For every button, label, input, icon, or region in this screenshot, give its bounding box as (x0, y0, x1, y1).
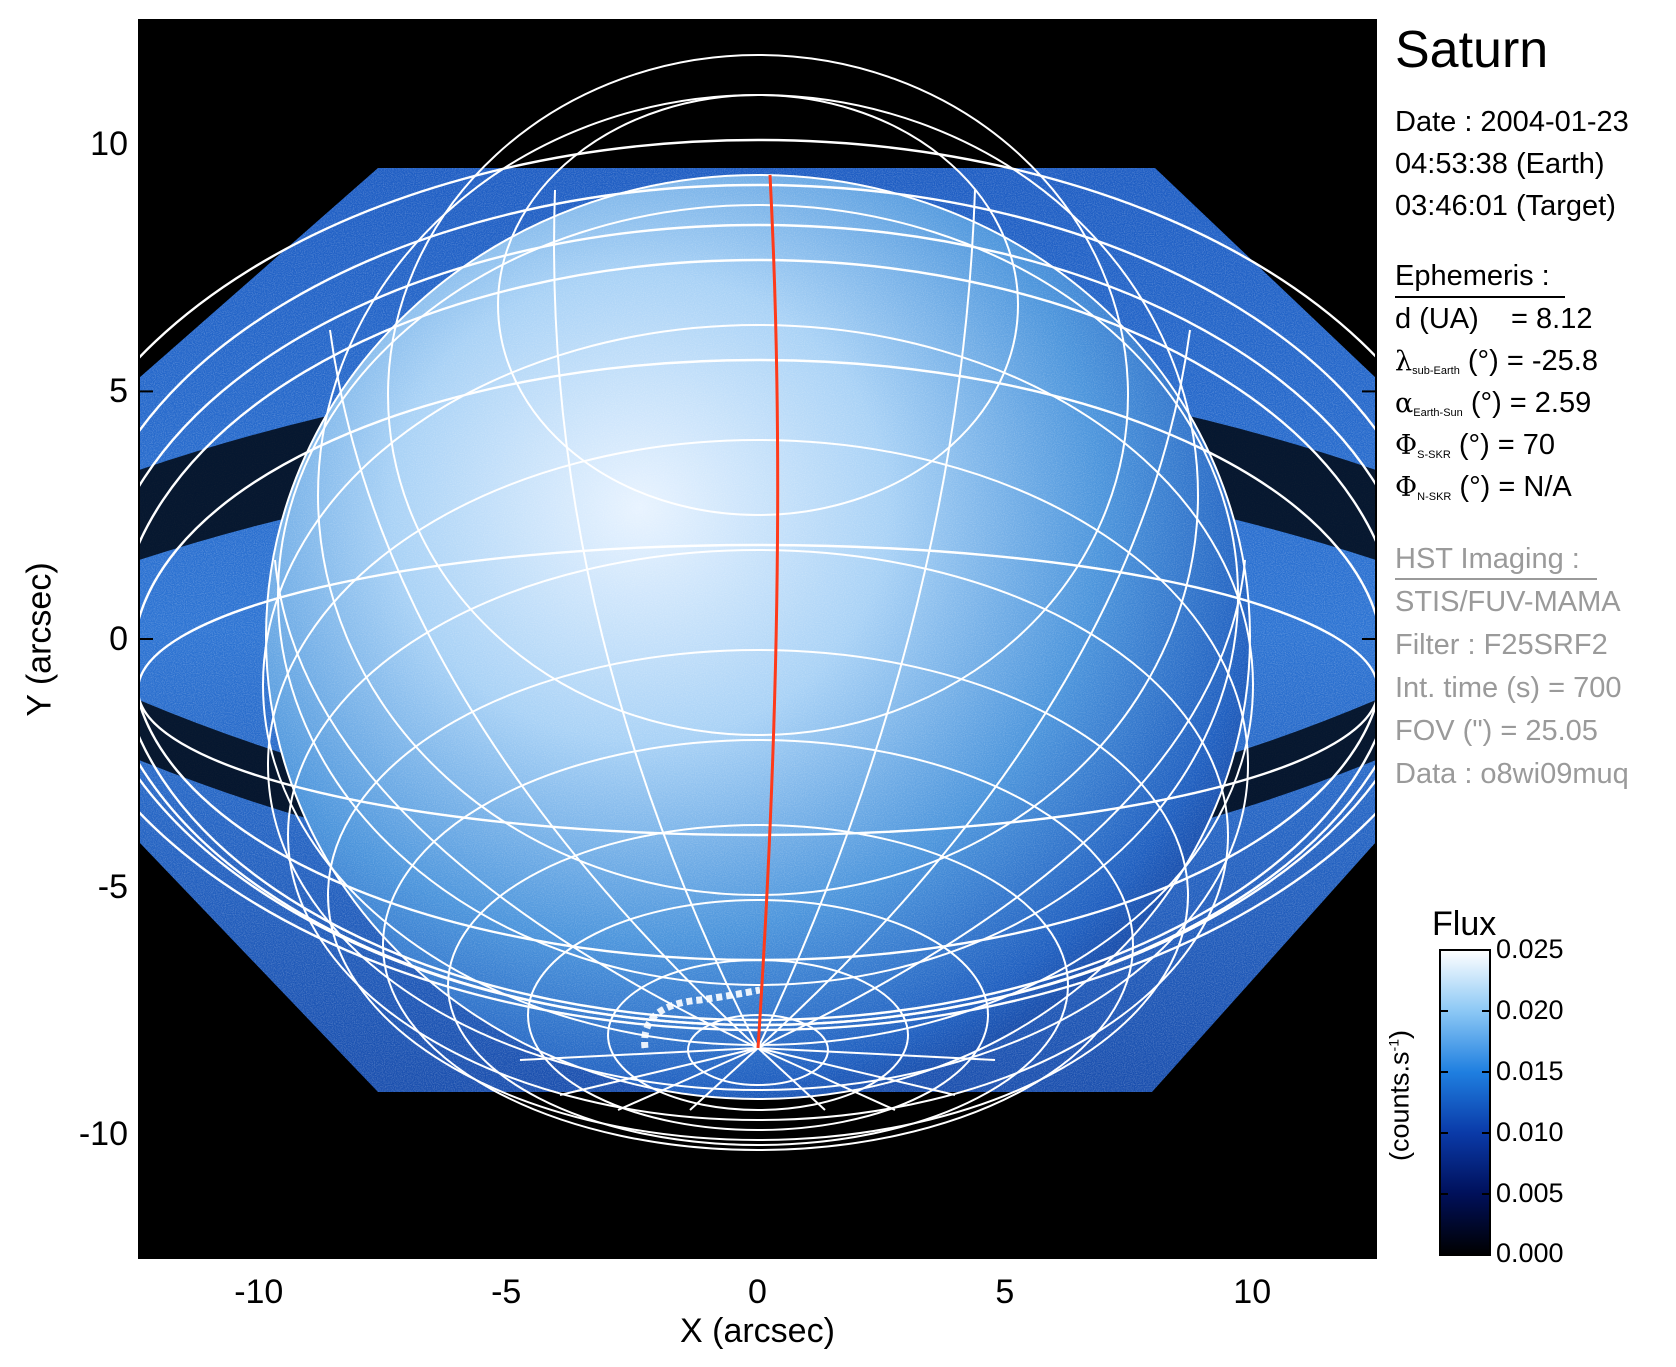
ephemeris-value: = 8.12 (1478, 303, 1593, 335)
colorbar-unit-close: ) (1384, 1030, 1415, 1039)
ephemeris-symbol: Φ (1395, 472, 1418, 503)
ephemeris-header: Ephemeris : (1395, 260, 1550, 292)
ephemeris-value: = -25.8 (1498, 345, 1598, 377)
ephemeris-symbol: α (1395, 388, 1414, 419)
hst-imaging-underline (1395, 578, 1597, 580)
ephemeris-unit: (°) (1459, 345, 1499, 377)
ephemeris-unit: (°) (1450, 429, 1490, 461)
colorbar-unit-sup: -1 (1385, 1039, 1402, 1052)
x-tick-label: 5 (995, 1273, 1015, 1311)
colorbar-ticks (1440, 949, 1490, 1256)
ephemeris-symbol: Φ (1395, 430, 1418, 461)
colorbar-unit-text: (counts.s (1384, 1051, 1415, 1161)
ephemeris-subscript: N-SKR (1417, 491, 1452, 503)
hst-imaging-line: STIS/FUV-MAMA (1395, 586, 1621, 618)
ephemeris-subscript: S-SKR (1417, 449, 1451, 461)
hst-imaging-line: Int. time (s) = 700 (1395, 672, 1622, 704)
colorbar-unit: (counts.s-1) (1385, 996, 1416, 1196)
x-axis-label: X (arcsec) (680, 1312, 835, 1350)
colorbar-title: Flux (1432, 905, 1497, 943)
x-tick-label: -5 (491, 1273, 522, 1311)
ephemeris-subscript: Earth-Sun (1413, 407, 1463, 419)
ephemeris-unit: (°) (1462, 387, 1502, 419)
ephemeris-label: d (UA) (1395, 303, 1479, 335)
ephemeris-value: = 70 (1489, 429, 1556, 461)
colorbar-tick-label: 0.010 (1496, 1117, 1564, 1147)
ephemeris-underline (1395, 296, 1565, 298)
ephemeris-row: λsub-Earth (°) = -25.8 (1395, 347, 1598, 377)
colorbar (1439, 949, 1491, 1256)
observation-earth-time: 04:53:38 (Earth) (1395, 148, 1605, 180)
colorbar-tick-label: 0.000 (1496, 1238, 1564, 1268)
ephemeris-subscript: sub-Earth (1412, 365, 1460, 377)
y-axis-ticks (139, 142, 1376, 1136)
planet-title: Saturn (1395, 21, 1549, 79)
hst-imaging-header: HST Imaging : (1395, 543, 1580, 575)
ephemeris-row: ΦS-SKR (°) = 70 (1395, 431, 1555, 461)
observation-date: Date : 2004-01-23 (1395, 106, 1629, 138)
saturn-image (139, 54, 1376, 1151)
colorbar-tick-label: 0.020 (1496, 995, 1564, 1025)
hst-imaging-line: Data : o8wi09muq (1395, 758, 1629, 790)
ephemeris-row: ΦN-SKR (°) = N/A (1395, 473, 1572, 503)
colorbar-tick-label: 0.005 (1496, 1178, 1564, 1208)
colorbar-tick-label: 0.015 (1496, 1056, 1564, 1086)
colorbar-tick-label: 0.025 (1496, 934, 1564, 964)
ephemeris-symbol: λ (1395, 346, 1413, 377)
y-tick-label: -5 (97, 867, 128, 906)
y-tick-label: -10 (78, 1115, 128, 1154)
x-tick-label: -10 (234, 1273, 284, 1311)
ephemeris-unit: (°) (1451, 471, 1491, 503)
y-tick-label: 0 (109, 620, 128, 658)
y-axis-label: Y (arcsec) (20, 562, 59, 717)
ephemeris-value: = N/A (1490, 471, 1572, 503)
observation-target-time: 03:46:01 (Target) (1395, 190, 1616, 222)
hst-imaging-line: FOV (") = 25.05 (1395, 715, 1598, 747)
y-tick-label: 10 (90, 124, 128, 163)
x-tick-label: 0 (748, 1273, 767, 1311)
hst-imaging-line: Filter : F25SRF2 (1395, 629, 1608, 661)
x-tick-label: 10 (1233, 1273, 1272, 1311)
ephemeris-row: d (UA) = 8.12 (1395, 305, 1592, 334)
ephemeris-value: = 2.59 (1501, 387, 1592, 419)
central-meridian (756, 174, 780, 1049)
ephemeris-row: αEarth-Sun (°) = 2.59 (1395, 389, 1591, 419)
aurora-arc (641, 986, 761, 1049)
x-axis-ticks (261, 20, 1254, 1258)
y-tick-label: 5 (109, 372, 128, 411)
